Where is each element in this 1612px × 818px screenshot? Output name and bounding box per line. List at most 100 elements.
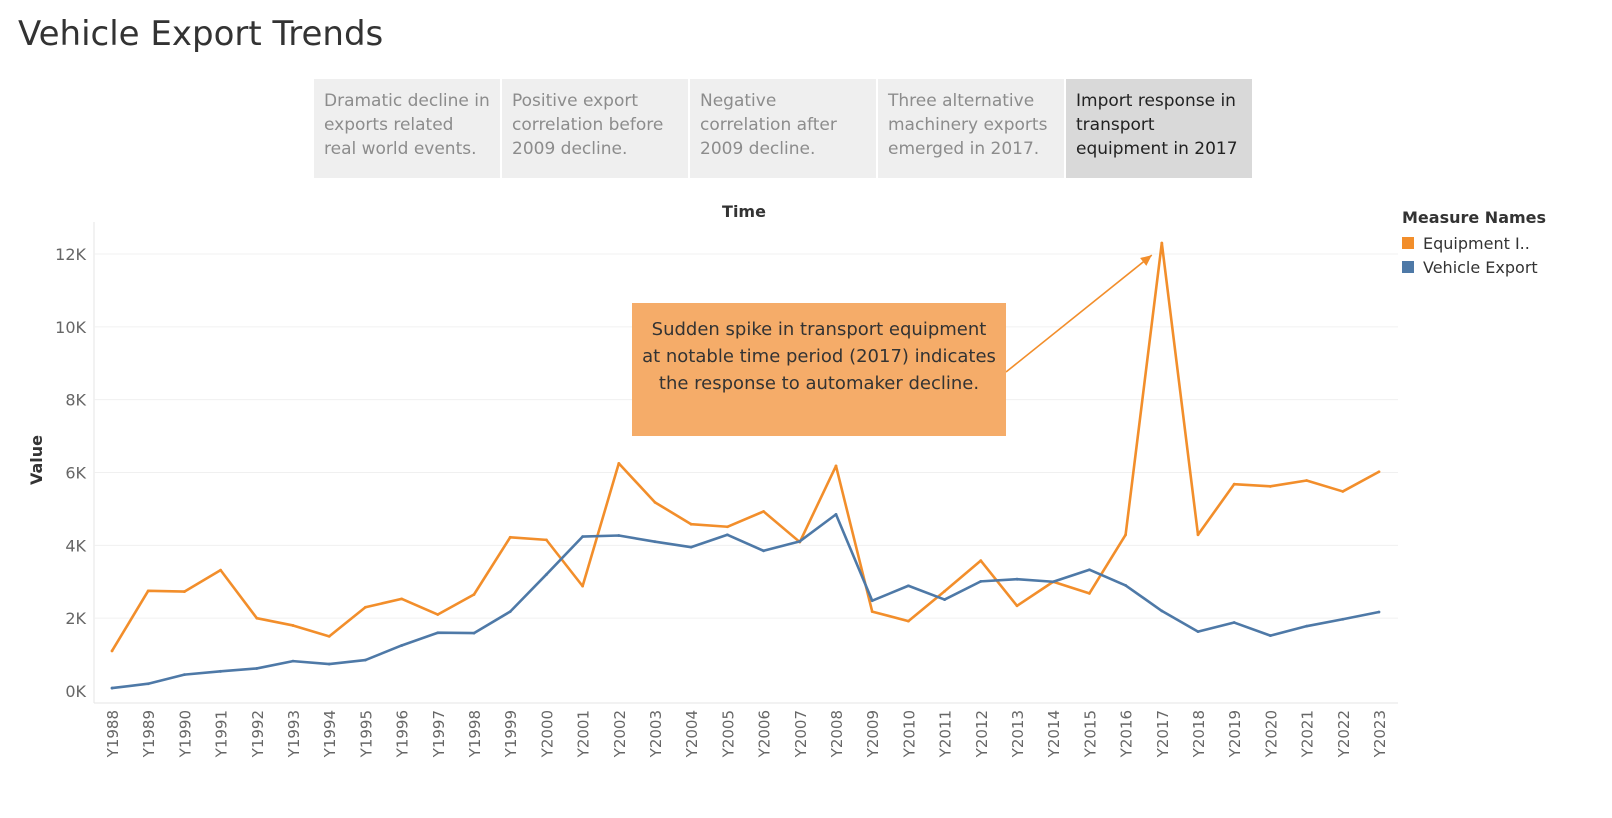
data-point[interactable] [907, 619, 910, 623]
data-point[interactable] [1051, 580, 1055, 584]
data-point[interactable] [1196, 533, 1200, 537]
data-point[interactable] [436, 631, 440, 635]
data-point[interactable] [400, 597, 403, 601]
data-point[interactable] [472, 631, 476, 635]
data-point[interactable] [1341, 617, 1345, 621]
data-point[interactable] [834, 464, 838, 468]
data-point[interactable] [1015, 577, 1019, 581]
x-tick-label: Y1998 [466, 710, 484, 758]
data-point[interactable] [1160, 241, 1164, 245]
data-point[interactable] [689, 545, 693, 549]
data-point[interactable] [943, 598, 946, 601]
x-tick-label: Y2015 [1081, 710, 1099, 758]
data-point[interactable] [979, 559, 983, 563]
x-tick-label: Y2012 [973, 710, 991, 758]
legend-label-vehicle-export: Vehicle Export [1423, 257, 1538, 277]
data-point[interactable] [581, 584, 584, 588]
data-point[interactable] [726, 533, 729, 537]
series-line-equipment[interactable] [110, 241, 1380, 652]
x-tick-label: Y2003 [647, 710, 665, 758]
x-tick-label: Y2016 [1118, 710, 1136, 758]
data-point[interactable] [110, 649, 114, 653]
story-point-4[interactable]: Three alternative machinery exports emer… [878, 79, 1064, 178]
x-tick-label: Y2018 [1190, 710, 1208, 758]
x-tick-label: Y2019 [1226, 710, 1244, 758]
data-point[interactable] [617, 534, 621, 537]
data-point[interactable] [907, 584, 910, 588]
data-point[interactable] [834, 512, 838, 516]
data-point[interactable] [508, 610, 512, 614]
data-point[interactable] [1088, 568, 1091, 572]
y-tick-label: 10K [55, 318, 86, 337]
data-point[interactable] [472, 593, 476, 596]
data-point[interactable] [219, 669, 223, 673]
data-point[interactable] [219, 568, 223, 572]
data-point[interactable] [726, 525, 729, 529]
story-point-3[interactable]: Negative correlation after 2009 decline. [690, 79, 876, 178]
data-point[interactable] [291, 659, 295, 663]
data-point[interactable] [1015, 604, 1019, 608]
annotation-arrow-line [1005, 254, 1153, 373]
data-point[interactable] [146, 589, 150, 593]
data-point[interactable] [870, 610, 874, 614]
x-tick-label: Y1991 [213, 710, 231, 758]
data-point[interactable] [870, 599, 874, 603]
data-point[interactable] [364, 658, 367, 662]
data-point[interactable] [327, 662, 331, 666]
x-tick-label: Y2021 [1299, 710, 1317, 758]
series-lines [110, 241, 1381, 690]
data-point[interactable] [1160, 609, 1164, 613]
y-axis-label: Value [27, 435, 46, 485]
x-tick-label: Y1993 [285, 710, 303, 758]
x-tick-label: Y2017 [1154, 710, 1172, 758]
y-axis-ticks: 0K 2K 4K 6K 8K 10K 12K [55, 245, 86, 701]
data-point[interactable] [146, 682, 150, 686]
data-point[interactable] [1124, 583, 1127, 587]
data-point[interactable] [762, 510, 765, 513]
data-point[interactable] [1124, 533, 1127, 537]
data-point[interactable] [979, 579, 983, 583]
data-point[interactable] [1269, 634, 1272, 638]
data-point[interactable] [798, 539, 802, 543]
data-point[interactable] [110, 686, 114, 690]
data-point[interactable] [183, 673, 186, 677]
data-point[interactable] [545, 538, 548, 542]
annotation-box: Sudden spike in transport equipment at n… [632, 303, 1006, 436]
data-point[interactable] [508, 535, 512, 539]
x-tick-label: Y2010 [900, 710, 918, 758]
data-point[interactable] [255, 616, 259, 620]
data-point[interactable] [1341, 490, 1345, 493]
data-point[interactable] [653, 540, 657, 544]
x-tick-label: Y2008 [828, 710, 846, 758]
data-point[interactable] [327, 634, 331, 638]
legend-item-vehicle-export[interactable]: Vehicle Export [1402, 255, 1546, 279]
data-point[interactable] [1088, 592, 1091, 595]
data-point[interactable] [689, 522, 693, 526]
data-point[interactable] [653, 500, 657, 504]
data-point[interactable] [436, 613, 440, 616]
data-point[interactable] [581, 535, 584, 538]
data-point[interactable] [400, 644, 403, 647]
data-point[interactable] [545, 573, 548, 576]
data-point[interactable] [617, 461, 621, 465]
legend-item-equipment[interactable]: Equipment I.. [1402, 231, 1546, 255]
data-point[interactable] [1232, 621, 1236, 624]
data-point[interactable] [183, 590, 186, 593]
y-tick-label: 4K [65, 536, 86, 555]
data-point[interactable] [364, 605, 367, 609]
data-point[interactable] [1305, 479, 1308, 482]
data-point[interactable] [1377, 610, 1381, 614]
data-point[interactable] [1196, 630, 1200, 634]
data-point[interactable] [1305, 624, 1308, 628]
story-point-5[interactable]: Import response in transport equipment i… [1066, 79, 1252, 178]
series-line-vehicle-export[interactable] [111, 513, 1380, 690]
data-point[interactable] [255, 667, 259, 670]
data-point[interactable] [1232, 482, 1236, 486]
data-point[interactable] [291, 624, 295, 627]
data-point[interactable] [1269, 484, 1272, 488]
data-point[interactable] [943, 589, 946, 593]
story-point-2[interactable]: Positive export correlation before 2009 … [502, 79, 688, 178]
story-point-1[interactable]: Dramatic decline in exports related real… [314, 79, 500, 178]
data-point[interactable] [762, 549, 765, 553]
data-point[interactable] [1377, 470, 1381, 474]
